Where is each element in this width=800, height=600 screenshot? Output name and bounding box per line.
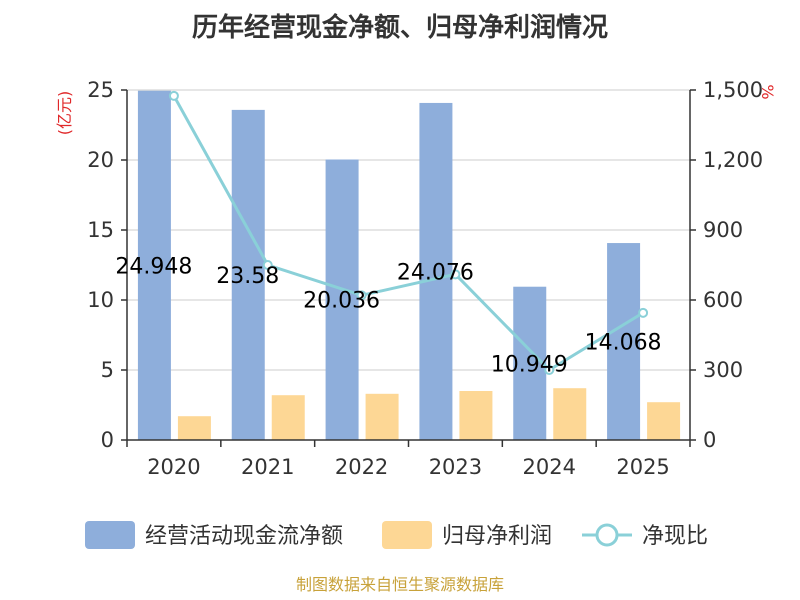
bar-profit	[271, 395, 305, 440]
data-label-cashflow: 20.036	[303, 289, 380, 314]
legend-label-profit: 归母净利润	[442, 524, 552, 549]
legend-marker-ratio	[595, 523, 619, 547]
legend: 经营活动现金流净额 归母净利润 净现比	[85, 521, 708, 549]
data-label-cashflow: 14.068	[585, 331, 662, 356]
right-tick-label: 1,500	[703, 78, 763, 102]
axes-layer: 0 0 5 300 10 600 15 900 20 1,200 25 1,500 2020 2021 20…	[87, 78, 763, 479]
bar-cashflow	[607, 243, 641, 440]
left-tick-label: 20	[87, 148, 114, 172]
point-ratio	[450, 269, 461, 280]
x-tick-label: 2023	[429, 455, 482, 479]
right-axis-unit: %	[758, 84, 777, 99]
right-tick-label: 900	[703, 218, 743, 242]
bar-cashflow	[137, 90, 171, 440]
right-tick-label: 600	[703, 288, 743, 312]
data-label-cashflow: 24.948	[115, 254, 192, 279]
x-tick-label: 2025	[616, 455, 669, 479]
left-tick-label: 0	[101, 428, 114, 452]
point-ratio	[356, 290, 367, 301]
bar-profit	[459, 391, 493, 440]
line-ratio	[172, 95, 644, 372]
left-tick-label: 15	[87, 218, 114, 242]
point-ratio	[638, 307, 649, 318]
data-labels-layer: 24.948 23.58 20.036 24.076 10.949 14.068	[115, 254, 661, 377]
source-note: 制图数据来自恒生聚源数据库	[296, 575, 504, 594]
point-ratio	[544, 365, 555, 375]
chart-title: 历年经营现金净额、归母净利润情况	[192, 12, 608, 43]
point-ratio	[262, 260, 273, 270]
bar-cashflow	[419, 102, 453, 440]
legend-label-cashflow: 经营活动现金流净额	[145, 524, 343, 549]
data-label-cashflow: 23.58	[216, 264, 279, 289]
bar-profit	[177, 416, 211, 440]
data-label-cashflow: 24.076	[397, 260, 474, 285]
bar-profit	[553, 388, 587, 440]
point-ratio	[168, 90, 179, 101]
x-tick-label: 2020	[147, 455, 200, 479]
bar-profit	[365, 393, 399, 440]
left-axis-unit: (亿元)	[55, 91, 74, 136]
x-tick-label: 2021	[241, 455, 294, 479]
left-tick-label: 25	[87, 78, 114, 102]
right-tick-label: 300	[703, 358, 743, 382]
grid-lines	[127, 89, 690, 371]
line-layer	[168, 90, 649, 375]
bar-cashflow	[231, 109, 265, 440]
x-tick-label: 2024	[523, 455, 576, 479]
legend-label-ratio: 净现比	[642, 524, 708, 549]
data-label-cashflow: 10.949	[491, 352, 568, 377]
left-tick-label: 10	[87, 288, 114, 312]
bar-profit	[647, 402, 681, 440]
legend-swatch-profit	[382, 521, 432, 549]
x-tick-label: 2022	[335, 455, 388, 479]
bar-cashflow	[325, 159, 359, 440]
bars-layer	[137, 90, 681, 440]
left-tick-label: 5	[101, 358, 114, 382]
right-tick-label: 0	[703, 428, 716, 452]
legend-swatch-cashflow	[85, 521, 135, 549]
right-tick-label: 1,200	[703, 148, 763, 172]
